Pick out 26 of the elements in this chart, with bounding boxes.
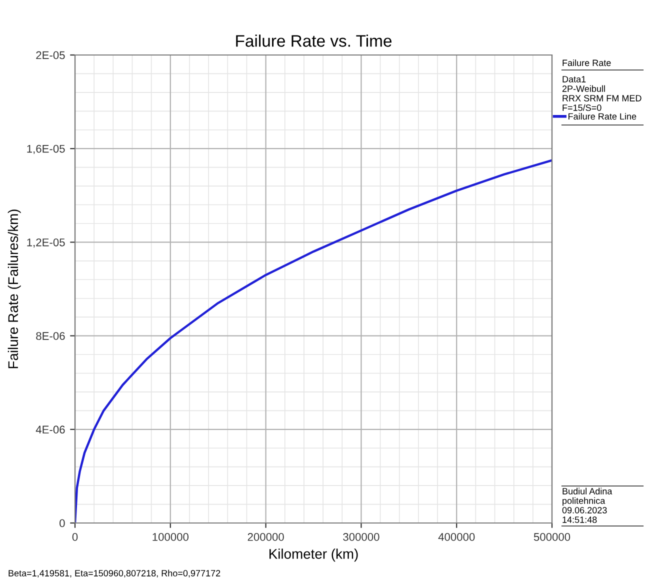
y-tick-label: 4E-06 bbox=[36, 426, 65, 434]
text: Budiul Adina bbox=[562, 488, 612, 494]
y-tick-label: 0 bbox=[60, 519, 65, 528]
x-tick-label: 0 bbox=[72, 533, 78, 541]
text: 14:51:48 bbox=[562, 516, 597, 523]
y-tick-label: 1,2E-05 bbox=[27, 238, 65, 248]
y-axis-title: Failure Rate (Failures/km) bbox=[8, 210, 21, 368]
x-axis-title: Kilometer (km) bbox=[270, 548, 358, 562]
text: 2P-Weibull bbox=[562, 85, 605, 92]
x-tick-label: 400000 bbox=[438, 533, 475, 541]
text: F=15/S=0 bbox=[562, 104, 602, 111]
text: Data1 bbox=[562, 76, 586, 82]
legend-title: Failure Rate bbox=[562, 59, 611, 66]
x-tick-label: 100000 bbox=[152, 533, 189, 541]
text: 09.06.2023 bbox=[562, 507, 607, 514]
text: politehnica bbox=[562, 497, 606, 506]
text: Beta=1,419581, Eta=150960,807218, Rho=0,977172 bbox=[8, 570, 220, 578]
x-tick-label: 300000 bbox=[343, 533, 380, 541]
y-tick-label: 8E-06 bbox=[36, 332, 65, 340]
chart-title: Failure Rate vs. Time bbox=[236, 34, 392, 47]
y-tick-label: 2E-05 bbox=[36, 51, 65, 60]
text: RRX SRM FM MED bbox=[562, 95, 642, 102]
x-tick-label: 200000 bbox=[248, 533, 284, 541]
legend-label: Failure Rate Line bbox=[568, 113, 636, 120]
x-tick-label: 500000 bbox=[534, 533, 570, 541]
y-tick-label: 1,6E-05 bbox=[27, 144, 65, 154]
